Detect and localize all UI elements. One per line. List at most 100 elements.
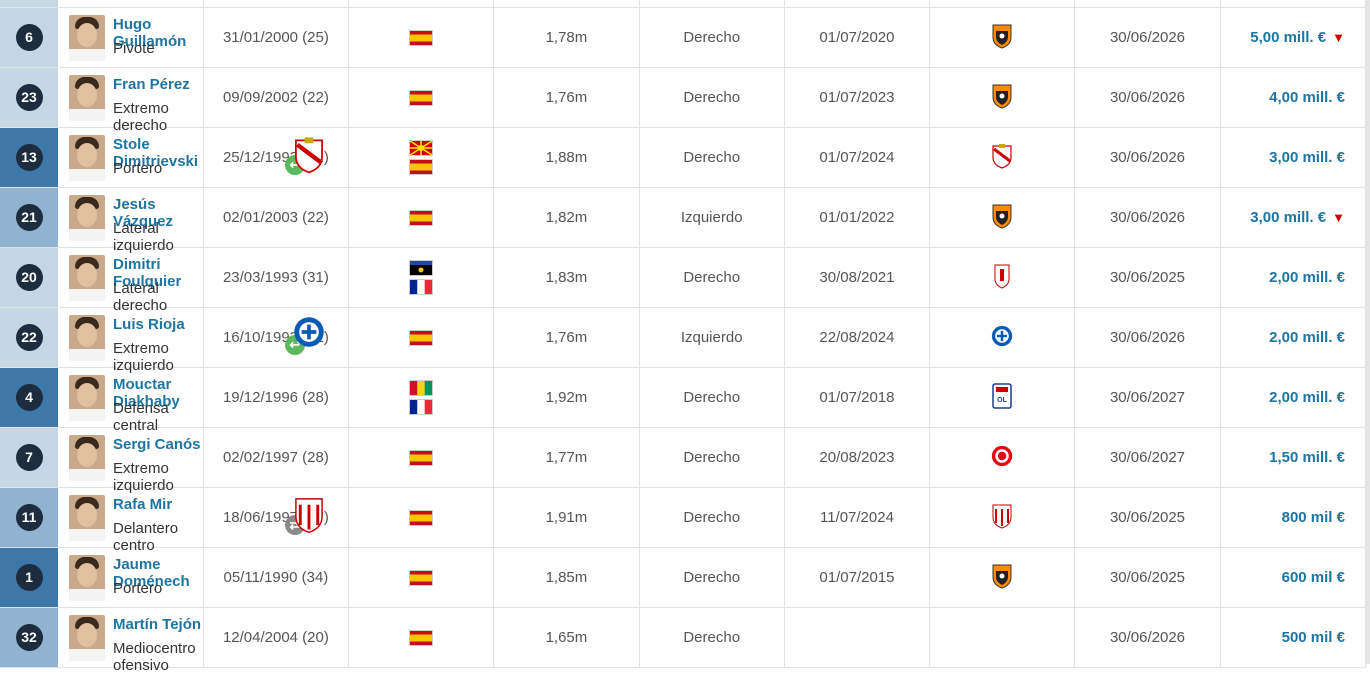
- nationality-cell: [348, 7, 495, 69]
- player-photo[interactable]: [69, 135, 105, 182]
- table-row: 23 Fran Pérez Extremo derecho 09/09/2002 (2…: [0, 67, 1367, 134]
- flag-gn-icon: [409, 380, 434, 397]
- club-crest-icon[interactable]: [991, 503, 1013, 529]
- contract-end: 30/06/2026: [1074, 7, 1221, 69]
- foot: Izquierdo: [639, 187, 785, 249]
- player-photo[interactable]: [69, 15, 105, 62]
- market-value-link[interactable]: 3,00 mill. €: [1250, 209, 1327, 227]
- contract-end: 30/06/2026: [1074, 127, 1221, 189]
- shirt-number: 23: [15, 84, 43, 112]
- joined-date: 01/07/2018: [784, 367, 931, 429]
- birth-date: 05/11/1990 (34): [203, 547, 350, 609]
- contract-end: 30/06/2025: [1074, 247, 1221, 309]
- nationality-cell: [348, 127, 495, 189]
- contract-end: 30/06/2026: [1074, 187, 1221, 249]
- player-name-link[interactable]: Sergi Canós: [113, 436, 201, 454]
- market-value-link[interactable]: 2,00 mill. €: [1269, 269, 1345, 287]
- foot: Derecho: [639, 367, 785, 429]
- market-value-link[interactable]: 5,00 mill. €: [1250, 29, 1327, 47]
- market-value-link[interactable]: 800 mil €: [1281, 509, 1345, 527]
- foot: Derecho: [639, 7, 785, 69]
- player-photo[interactable]: [69, 375, 105, 422]
- contract-end: 30/06/2025: [1074, 487, 1221, 549]
- club-crest-icon[interactable]: [991, 83, 1013, 109]
- foot: Derecho: [639, 427, 785, 489]
- nationality-cell: [348, 307, 495, 369]
- joined-date: 01/07/2015: [784, 547, 931, 609]
- player-name-link[interactable]: Jesús Vázquez: [113, 196, 174, 231]
- player-name-link[interactable]: Jaume Doménech: [113, 556, 190, 591]
- player-name-link[interactable]: Mouctar Diakhaby: [113, 376, 180, 411]
- player-name-link[interactable]: Martín Tejón: [113, 616, 202, 634]
- club-crest-icon[interactable]: OL: [991, 382, 1013, 409]
- from-club-cell: [929, 7, 1076, 69]
- player-photo[interactable]: [69, 495, 105, 542]
- club-crest-icon[interactable]: [991, 263, 1013, 289]
- birth-date: 23/03/1993 (31): [203, 247, 350, 309]
- player-position: Mediocentro ofensivo: [113, 640, 196, 674]
- scrollbar[interactable]: [1366, 0, 1370, 664]
- player-photo[interactable]: [69, 315, 105, 362]
- player-name-link[interactable]: Fran Pérez: [113, 76, 190, 94]
- club-crest-icon[interactable]: [991, 325, 1013, 351]
- flag-es-icon: [409, 209, 434, 226]
- loan-club-crest-icon[interactable]: [293, 136, 325, 174]
- player-photo[interactable]: [69, 435, 105, 482]
- player-name-link[interactable]: Luis Rioja: [113, 316, 185, 334]
- market-value-cell: 800 mil €: [1220, 487, 1367, 549]
- club-crest-icon[interactable]: [991, 563, 1013, 589]
- player-cell: Stole Dimitrievski Portero ↩: [58, 127, 323, 189]
- market-value-link[interactable]: 3,00 mill. €: [1269, 149, 1345, 167]
- from-club-cell: [929, 607, 1076, 669]
- market-value-cell: 500 mil €: [1220, 607, 1367, 669]
- market-value-cell: 3,00 mill. € ▼: [1220, 187, 1367, 249]
- player-photo[interactable]: [69, 555, 105, 602]
- player-photo[interactable]: [69, 615, 105, 662]
- shirt-number: 1: [15, 564, 43, 592]
- player-cell: Sergi Canós Extremo izquierdo: [58, 427, 204, 494]
- player-name-link[interactable]: Stole Dimitrievski: [113, 136, 199, 171]
- club-crest-icon[interactable]: [991, 143, 1013, 169]
- market-value-link[interactable]: 2,00 mill. €: [1269, 389, 1345, 407]
- flag-es-icon: [409, 509, 434, 526]
- height: 1,92m: [493, 367, 640, 429]
- player-cell: Dimitri Foulquier Lateral derecho: [58, 247, 204, 314]
- flag-es-icon: [409, 569, 434, 586]
- club-crest-icon[interactable]: [991, 203, 1013, 229]
- loan-club-crest-icon[interactable]: [293, 316, 325, 348]
- table-row: 20 Dimitri Foulquier Lateral derecho 23/03/…: [0, 247, 1367, 314]
- player-name-link[interactable]: Dimitri Foulquier: [113, 256, 182, 291]
- joined-date: [784, 607, 931, 669]
- shirt-number: 13: [15, 144, 43, 172]
- flag-fr-icon: [409, 279, 434, 296]
- flag-es-icon: [409, 159, 434, 176]
- foot: Izquierdo: [639, 307, 785, 369]
- player-name-link[interactable]: Hugo Guillamón: [113, 16, 187, 51]
- market-value-link[interactable]: 1,50 mill. €: [1269, 449, 1345, 467]
- shirt-number-cell: 11: [0, 487, 58, 549]
- birth-date: 19/12/1996 (28): [203, 367, 350, 429]
- player-photo[interactable]: [69, 75, 105, 122]
- loan-club-crest-icon[interactable]: [293, 496, 325, 534]
- flag-es-icon: [409, 29, 434, 46]
- market-value-link[interactable]: 2,00 mill. €: [1269, 329, 1345, 347]
- player-cell: Rafa Mir Delantero centro ⇄: [58, 487, 323, 554]
- club-crest-icon[interactable]: [991, 445, 1013, 471]
- birth-date: 02/01/2003 (22): [203, 187, 350, 249]
- height: 1,83m: [493, 247, 640, 309]
- foot: Derecho: [639, 547, 785, 609]
- player-name-link[interactable]: Rafa Mir: [113, 496, 173, 514]
- flag-es-icon: [409, 629, 434, 646]
- market-value-link[interactable]: 500 mil €: [1281, 629, 1345, 647]
- club-crest-icon[interactable]: [991, 23, 1013, 49]
- market-value-cell: 3,00 mill. €: [1220, 127, 1367, 189]
- shirt-number-cell: 32: [0, 607, 58, 669]
- table-row: 7 Sergi Canós Extremo izquierdo 02/02/1997 …: [0, 427, 1367, 494]
- market-value-link[interactable]: 600 mil €: [1281, 569, 1345, 587]
- market-value-link[interactable]: 4,00 mill. €: [1269, 89, 1345, 107]
- player-photo[interactable]: [69, 255, 105, 302]
- joined-date: 30/08/2021: [784, 247, 931, 309]
- player-photo[interactable]: [69, 195, 105, 242]
- nationality-cell: [348, 487, 495, 549]
- market-value-cell: 1,50 mill. €: [1220, 427, 1367, 489]
